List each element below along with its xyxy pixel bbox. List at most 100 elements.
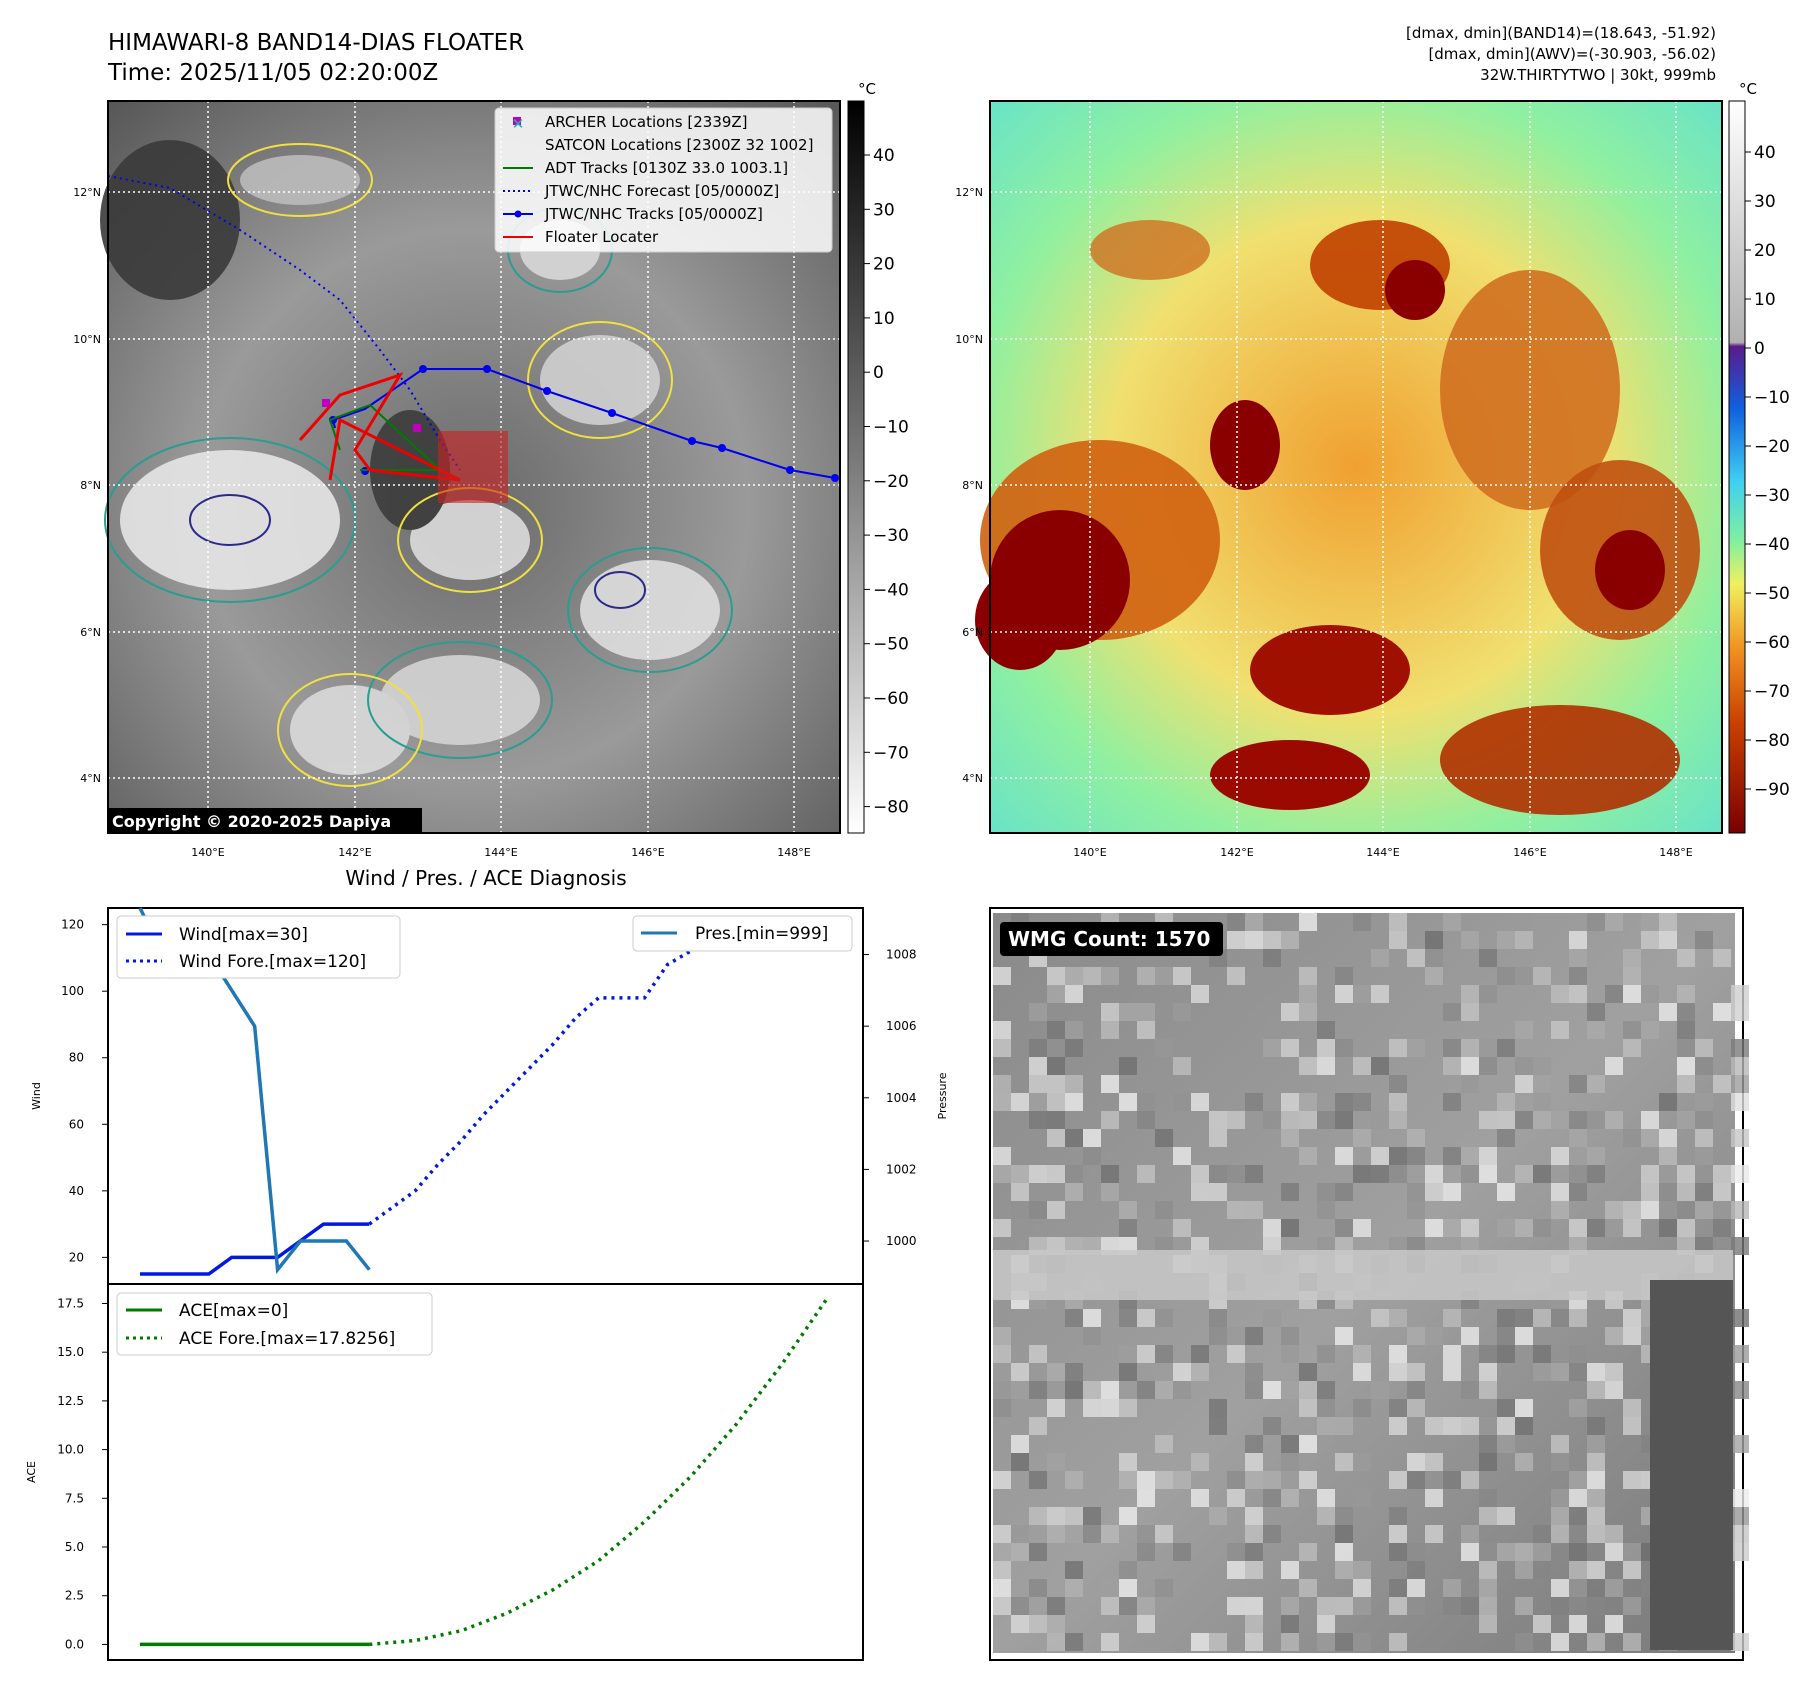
colorbar-tick-label: −50 [1754, 584, 1790, 604]
wmg-bright-band [993, 1250, 1733, 1300]
lon-label: 140°E [191, 846, 224, 859]
ace-tick-label: 0.0 [65, 1637, 84, 1651]
jtwc-forecast-track [107, 175, 461, 471]
copyright-box [108, 808, 422, 833]
legend-adt: ADT Tracks [0130Z 33.0 1003.1] [545, 159, 788, 177]
colorbar-tick-label: −30 [1754, 486, 1790, 506]
floater-locater-track [298, 372, 461, 482]
lon-label: 148°E [1659, 846, 1692, 859]
colorbar-tick-label: −30 [873, 526, 909, 546]
colorbar-tick-label: −10 [873, 418, 909, 438]
ir-satellite-map: ✕ ARCHER Locations [2339Z] SATCON Locati… [73, 100, 841, 859]
lat-label: 12°N [73, 186, 101, 199]
right-map-gridlines [990, 101, 1722, 833]
wind-tick-label: 120 [61, 918, 84, 932]
colorbar-tick-label: −90 [1754, 780, 1790, 800]
ace-legend: ACE[max=0] ACE Fore.[max=17.8256] [116, 1292, 433, 1356]
colorbar-tick-label: −60 [1754, 633, 1790, 653]
ace-tick-label: 15.0 [57, 1345, 84, 1359]
map-frame [107, 100, 841, 834]
wind-tick-label: 60 [69, 1117, 84, 1131]
colorbar-tick-label: −50 [873, 635, 909, 655]
lon-label: 142°E [1220, 846, 1253, 859]
lon-label: 144°E [1366, 846, 1399, 859]
ace-ylabel: ACE [25, 1461, 38, 1483]
info-storm: 32W.THIRTYTWO | 30kt, 999mb [1480, 66, 1716, 84]
lat-label: 10°N [955, 333, 983, 346]
ace-tick-label: 7.5 [65, 1491, 84, 1505]
colorbar-tick-label: −80 [1754, 731, 1790, 751]
left-colorbar-unit: °C [858, 80, 876, 98]
colorbar-tick-label: 10 [873, 309, 895, 329]
awv-cold-clouds [975, 220, 1700, 815]
info-band14: [dmax, dmin](BAND14)=(18.643, -51.92) [1406, 24, 1716, 42]
colorbar-tick-label: −60 [873, 689, 909, 709]
awv-satellite-map: 140°E 142°E 144°E 146°E 148°E 12°N 10°N … [955, 100, 1723, 859]
lat-label: 8°N [962, 479, 983, 492]
colorbar-tick-label: −70 [873, 743, 909, 763]
colorbar-tick-label: −40 [1754, 535, 1790, 555]
colorbar-tick-label: 30 [1754, 192, 1776, 212]
adt-track [328, 403, 443, 471]
right-map-lat-labels: 12°N 10°N 8°N 6°N 4°N [955, 186, 983, 785]
colorbar-tick-label: −20 [873, 472, 909, 492]
satcon-legend-marker: ✕ [512, 115, 525, 133]
archer-location [322, 399, 330, 407]
legend-ace: ACE[max=0] [179, 1301, 288, 1321]
wind-tick-label: 20 [69, 1250, 84, 1264]
lat-label: 12°N [955, 186, 983, 199]
cloud-patterns [100, 140, 720, 775]
lat-label: 8°N [80, 479, 101, 492]
wmg-count-box [1000, 922, 1223, 956]
colorbar-tick-label: 40 [873, 146, 895, 166]
legend-tracks: JTWC/NHC Tracks [05/0000Z] [544, 205, 763, 223]
main-title: HIMAWARI-8 BAND14-DIAS FLOATER [108, 30, 524, 56]
colorbar-tick-label: 10 [1754, 290, 1776, 310]
colorbar-tick-label: −20 [1754, 437, 1790, 457]
pressure-ylabel: Pressure [936, 1072, 949, 1119]
colorbar-tick-label: −80 [873, 798, 909, 818]
lon-label: 146°E [631, 846, 664, 859]
legend-wind: Wind[max=30] [179, 925, 308, 945]
colorbar-tick-label: −70 [1754, 682, 1790, 702]
ace-plot: 17.5 15.0 12.5 10.0 7.5 5.0 2.5 0.0 ACE ACE[max… [25, 1283, 864, 1661]
lat-label: 4°N [962, 772, 983, 785]
legend-archer: ARCHER Locations [2339Z] [545, 113, 748, 131]
wmg-count: WMG Count: 1570 [1008, 927, 1210, 951]
legend-forecast: JTWC/NHC Forecast [05/0000Z] [544, 182, 779, 200]
wind-legend: Wind[max=30] Wind Fore.[max=120] [116, 915, 401, 979]
wind-pressure-plot: 120 100 80 60 40 20 1008 1006 1004 1002 1000 Wind… [30, 907, 949, 1285]
lat-label: 10°N [73, 333, 101, 346]
colorbar-tick-label: 30 [873, 200, 895, 220]
pressure-tick-label: 1002 [886, 1162, 917, 1176]
wind-ylabel: Wind [30, 1082, 43, 1110]
colorbar-tick-label: 20 [1754, 241, 1776, 261]
wind-tick-label: 40 [69, 1184, 84, 1198]
legend-ace-forecast: ACE Fore.[max=17.8256] [179, 1329, 395, 1349]
ace-tick-label: 5.0 [65, 1540, 84, 1554]
wind-series-line [140, 1222, 370, 1276]
archer-legend-marker [513, 117, 521, 125]
ace-tick-label: 17.5 [57, 1296, 84, 1310]
info-awv: [dmax, dmin](AWV)=(-30.903, -56.02) [1428, 45, 1716, 63]
legend-floater: Floater Locater [545, 228, 659, 246]
right-map-frame [989, 100, 1723, 834]
ace-tick-label: 10.0 [57, 1443, 84, 1457]
left-colorbar: °C 40 30 20 10 0 −10 −20 −30 −40 −50 −60 −70 −80 [847, 80, 909, 834]
left-map-lat-labels: 12°N 10°N 8°N 6°N 4°N [73, 186, 101, 785]
floater-box [438, 431, 508, 503]
diagnosis-title: Wind / Pres. / ACE Diagnosis [345, 866, 626, 890]
colorbar-tick-label: −40 [873, 580, 909, 600]
map-legend: ✕ ARCHER Locations [2339Z] SATCON Locati… [494, 107, 833, 253]
copyright: Copyright © 2020-2025 Dapiya [112, 812, 391, 831]
ace-tick-label: 12.5 [57, 1394, 84, 1408]
lat-label: 6°N [962, 626, 983, 639]
right-map-lon-labels: 140°E 142°E 144°E 146°E 148°E [1073, 846, 1692, 859]
lat-label: 6°N [80, 626, 101, 639]
legend-pressure: Pres.[min=999] [695, 924, 828, 944]
pressure-tick-label: 1004 [886, 1091, 917, 1105]
pressure-tick-label: 1000 [886, 1234, 917, 1248]
wind-tick-label: 80 [69, 1051, 84, 1065]
ace-tick-label: 2.5 [65, 1589, 84, 1603]
